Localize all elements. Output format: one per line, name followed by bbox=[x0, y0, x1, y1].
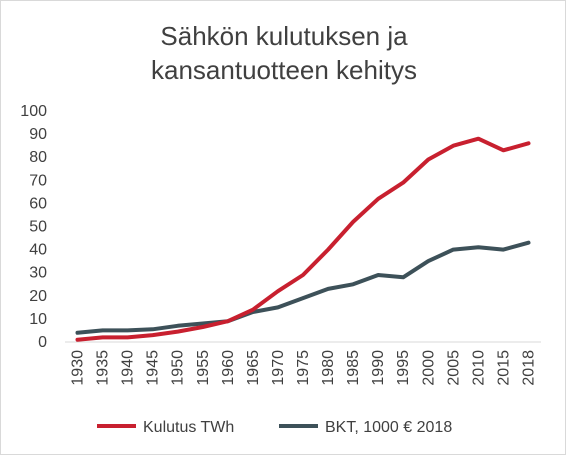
y-tick-label: 60 bbox=[29, 195, 47, 212]
y-axis-ticks: 0 10 20 30 40 50 60 70 80 90 100 bbox=[20, 103, 47, 351]
series-lines bbox=[75, 136, 531, 342]
y-tick-label: 10 bbox=[29, 311, 47, 328]
x-tick-label: 2010 bbox=[470, 350, 487, 386]
legend-label-0: Kulutus TWh bbox=[143, 419, 234, 436]
y-tick-label: 100 bbox=[20, 103, 47, 120]
x-tick-label: 1990 bbox=[370, 350, 387, 386]
x-tick-label: 2000 bbox=[420, 350, 437, 386]
y-tick-label: 20 bbox=[29, 288, 47, 305]
y-tick-label: 80 bbox=[29, 149, 47, 166]
x-tick-label: 2005 bbox=[445, 350, 462, 386]
y-tick-label: 90 bbox=[29, 126, 47, 143]
x-tick-label: 1980 bbox=[320, 350, 337, 386]
chart-title-line-2: kansantuotteen kehitys bbox=[151, 55, 417, 85]
x-tick-label: 1970 bbox=[270, 350, 287, 386]
chart-title-line-1: Sähkön kulutuksen ja bbox=[160, 21, 408, 51]
legend-label-1: BKT, 1000 € 2018 bbox=[325, 419, 452, 436]
x-tick-label: 1940 bbox=[120, 350, 137, 386]
x-tick-label: 1965 bbox=[245, 350, 262, 386]
x-tick-label: 1935 bbox=[95, 350, 112, 386]
y-tick-label: 0 bbox=[38, 334, 47, 351]
series-line-0 bbox=[75, 136, 531, 342]
x-tick-label: 1960 bbox=[220, 350, 237, 386]
x-axis-ticks: 1930 1935 1940 1945 1950 1955 1960 1965 1970 1975… bbox=[70, 350, 538, 386]
x-tick-label: 2015 bbox=[495, 350, 512, 386]
y-tick-label: 70 bbox=[29, 172, 47, 189]
x-tick-label: 1950 bbox=[170, 350, 187, 386]
legend: Kulutus TWh BKT, 1000 € 2018 bbox=[97, 419, 452, 436]
x-tick-label: 1975 bbox=[295, 350, 312, 386]
x-tick-label: 1955 bbox=[195, 350, 212, 386]
y-tick-label: 50 bbox=[29, 219, 47, 236]
x-tick-label: 1945 bbox=[145, 350, 162, 386]
series-line-1 bbox=[75, 240, 531, 335]
y-tick-label: 30 bbox=[29, 265, 47, 282]
x-tick-label: 1985 bbox=[345, 350, 362, 386]
x-tick-label: 1995 bbox=[395, 350, 412, 386]
x-tick-label: 2018 bbox=[520, 350, 537, 386]
y-tick-label: 40 bbox=[29, 242, 47, 259]
x-tick-label: 1930 bbox=[70, 350, 87, 386]
